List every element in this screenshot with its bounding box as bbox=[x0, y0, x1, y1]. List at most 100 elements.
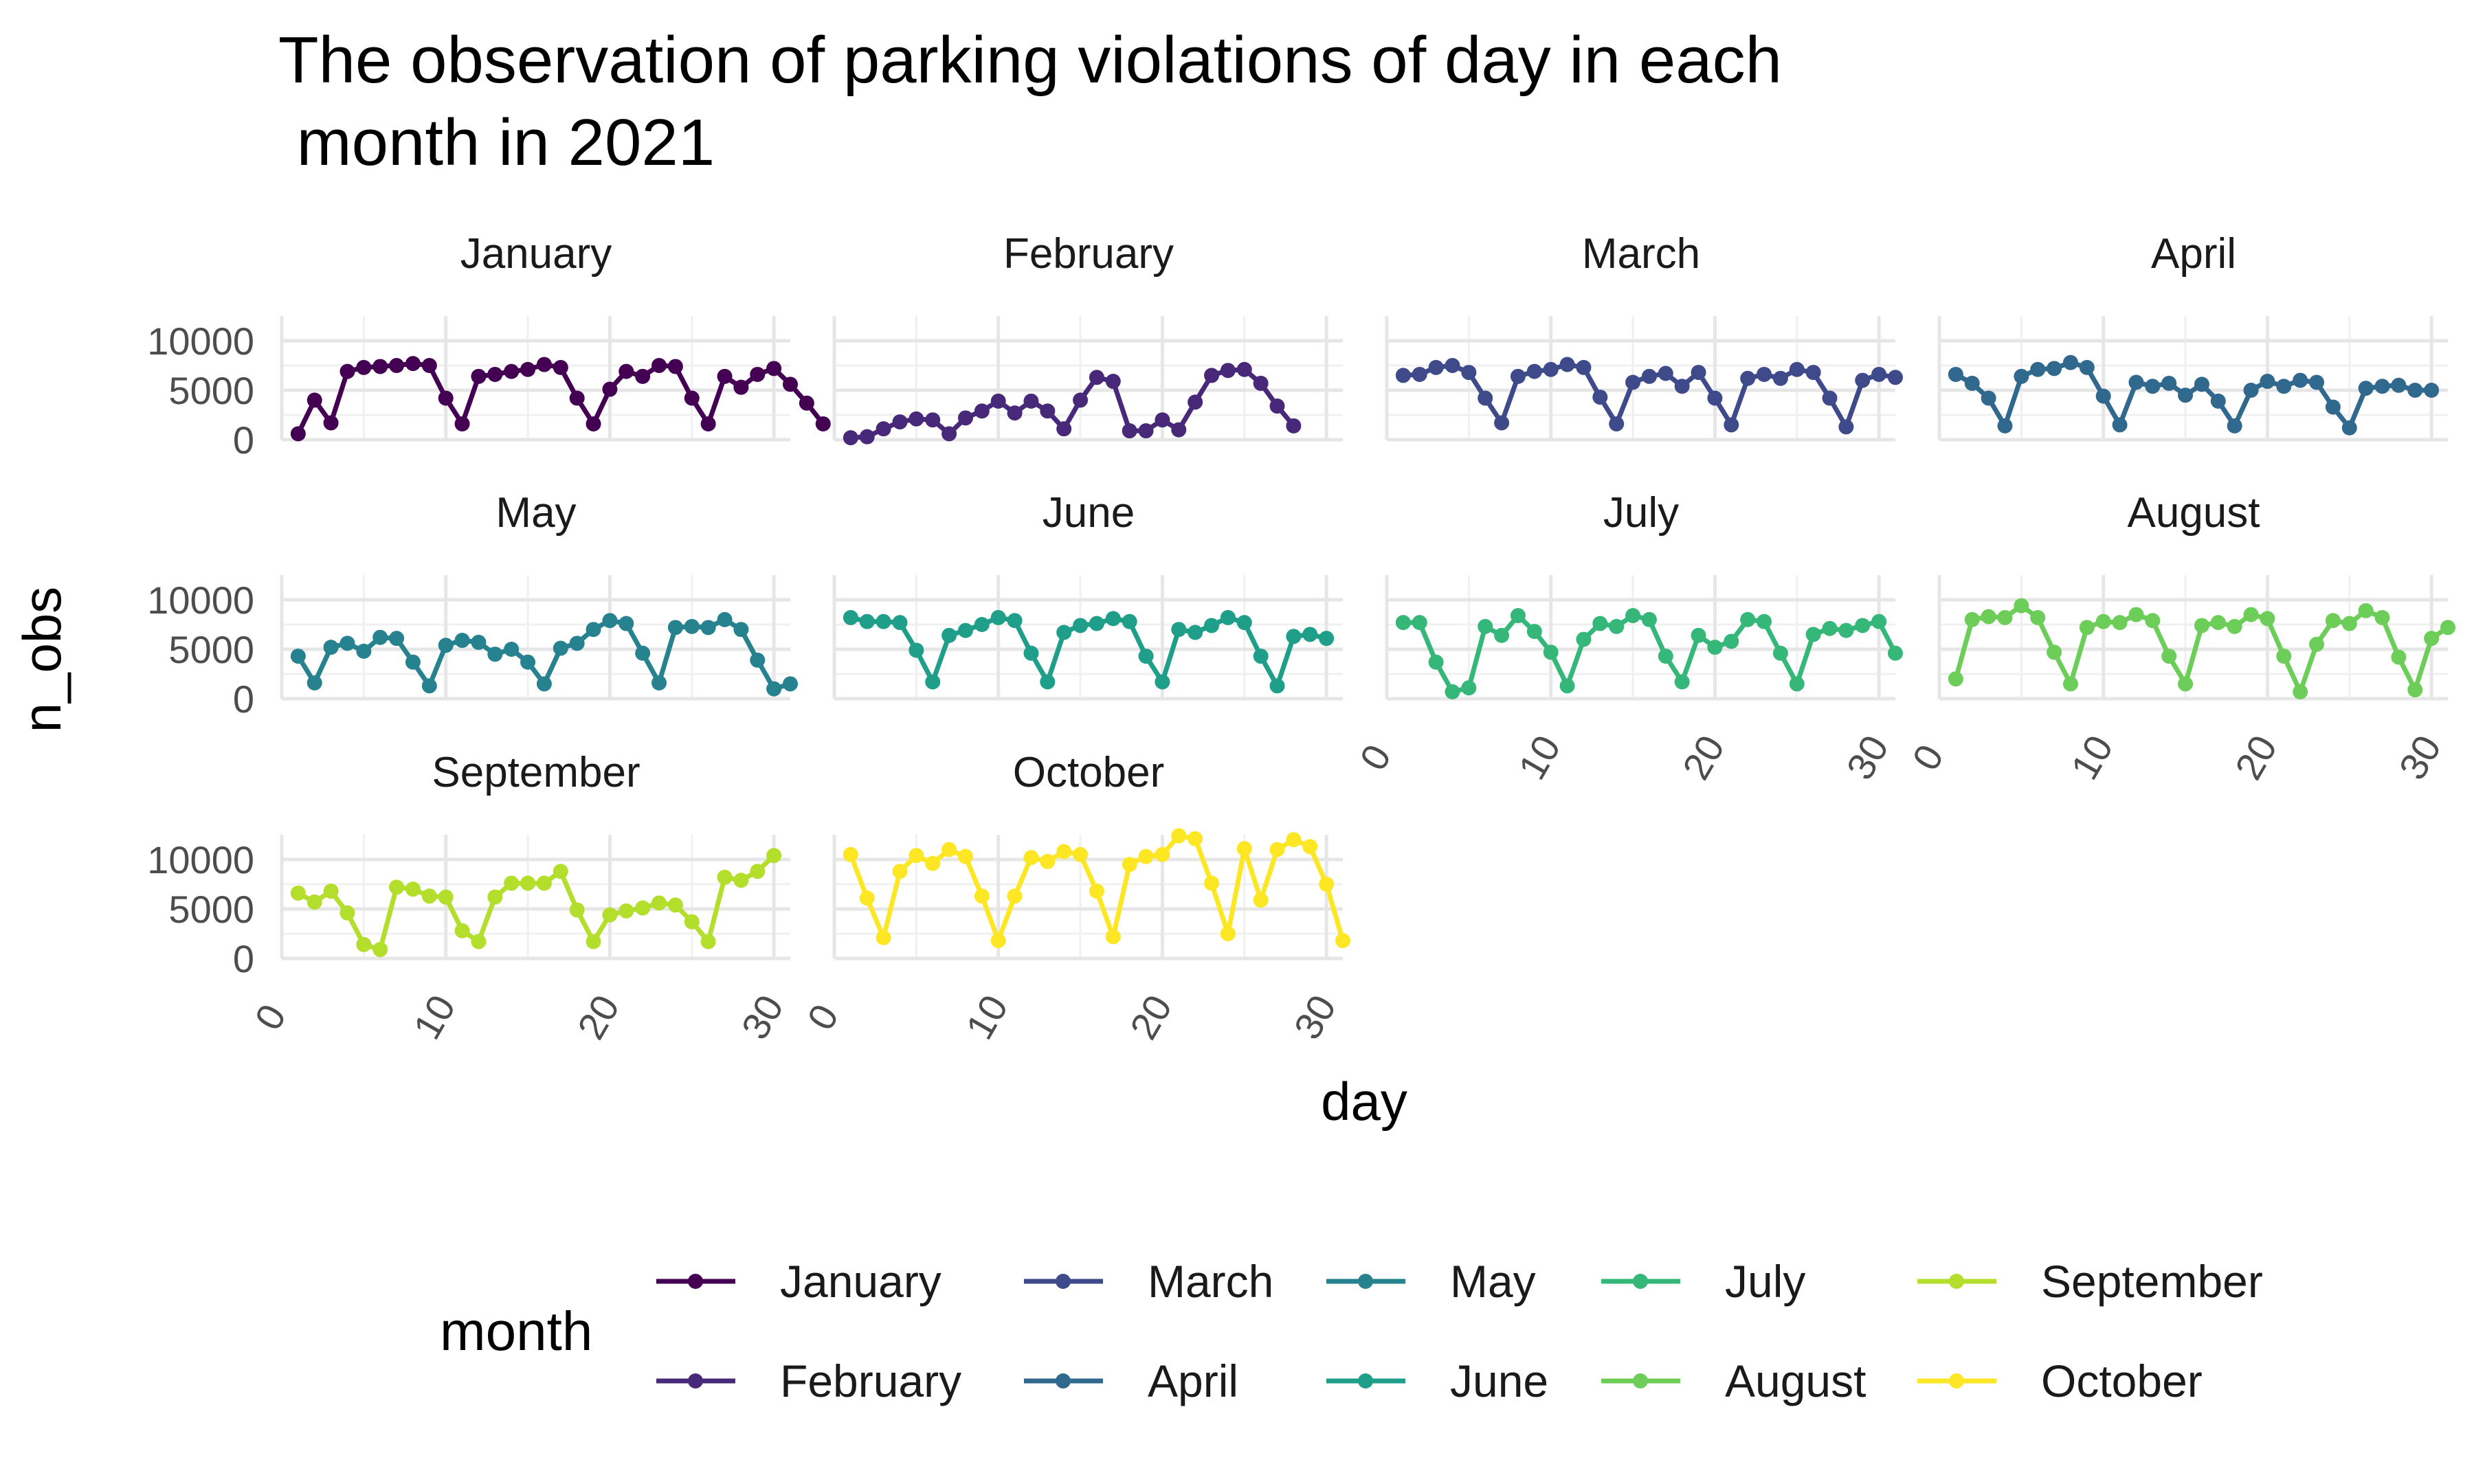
data-point bbox=[471, 368, 487, 384]
data-point bbox=[618, 363, 634, 379]
data-point bbox=[1674, 674, 1690, 690]
data-point bbox=[684, 618, 700, 634]
data-point bbox=[2161, 649, 2177, 664]
data-point bbox=[1789, 676, 1805, 692]
x-tick-label: 0 bbox=[799, 997, 847, 1037]
data-point bbox=[1122, 423, 1137, 439]
data-point bbox=[405, 881, 421, 897]
data-point bbox=[1286, 832, 1302, 848]
y-tick-label: 0 bbox=[233, 418, 254, 462]
data-point bbox=[1559, 357, 1575, 372]
data-point bbox=[1707, 640, 1723, 655]
data-point bbox=[717, 611, 733, 627]
data-point bbox=[2325, 399, 2341, 415]
data-point bbox=[1625, 608, 1641, 624]
facet-panel-may: May 0 5000 10000 bbox=[147, 489, 798, 721]
data-point bbox=[990, 393, 1006, 409]
data-point bbox=[421, 358, 437, 373]
data-point bbox=[2194, 376, 2209, 392]
data-point bbox=[750, 652, 766, 668]
data-point bbox=[1691, 365, 1706, 381]
data-point bbox=[1576, 631, 1592, 647]
facet-strip-label: January bbox=[460, 230, 612, 278]
data-point bbox=[957, 622, 973, 638]
data-point bbox=[520, 361, 536, 377]
legend-label: July bbox=[1725, 1256, 1805, 1307]
data-point bbox=[2440, 620, 2455, 636]
data-point bbox=[941, 627, 957, 643]
data-point bbox=[2276, 379, 2292, 394]
data-point bbox=[957, 410, 973, 426]
data-point bbox=[2293, 372, 2308, 388]
facet-strip-label: September bbox=[432, 749, 640, 796]
data-point bbox=[2227, 418, 2242, 434]
data-point bbox=[843, 609, 858, 625]
y-tick-label: 5000 bbox=[168, 369, 254, 412]
legend-item-august: August bbox=[1601, 1356, 1866, 1406]
data-point bbox=[389, 879, 405, 895]
data-point bbox=[1236, 615, 1252, 631]
facet-strip-label: July bbox=[1603, 489, 1679, 537]
x-tick-label: 30 bbox=[1285, 988, 1344, 1046]
data-point bbox=[454, 633, 470, 649]
data-point bbox=[2424, 631, 2440, 647]
legend-label: February bbox=[780, 1356, 961, 1406]
data-point bbox=[2341, 616, 2357, 631]
data-point bbox=[2260, 611, 2275, 627]
legend-key-point bbox=[688, 1373, 703, 1389]
data-point bbox=[1395, 615, 1411, 631]
data-point bbox=[1997, 609, 2013, 625]
data-point bbox=[1204, 618, 1220, 633]
data-point bbox=[1302, 839, 1318, 855]
x-tick-label: 0 bbox=[1904, 737, 1952, 777]
data-point bbox=[1056, 844, 1072, 859]
facet-strip-label: June bbox=[1043, 489, 1135, 537]
data-point bbox=[389, 631, 405, 647]
data-point bbox=[487, 889, 503, 905]
data-point bbox=[843, 846, 858, 862]
data-point bbox=[1543, 644, 1559, 660]
data-point bbox=[2112, 417, 2128, 433]
data-point bbox=[586, 416, 601, 431]
data-point bbox=[1236, 361, 1252, 377]
data-point bbox=[700, 620, 716, 636]
data-point bbox=[1171, 422, 1187, 438]
legend-key-point bbox=[1056, 1274, 1071, 1289]
data-point bbox=[1188, 625, 1203, 640]
data-point bbox=[2014, 368, 2029, 384]
data-point bbox=[454, 923, 470, 938]
data-point bbox=[389, 358, 405, 373]
data-point bbox=[1871, 366, 1887, 382]
data-point bbox=[1691, 627, 1706, 643]
data-point bbox=[1319, 631, 1335, 647]
data-point bbox=[602, 907, 618, 923]
facet-strip-label: April bbox=[2151, 230, 2236, 278]
data-point bbox=[372, 359, 388, 374]
data-point bbox=[1138, 423, 1154, 439]
data-point bbox=[323, 415, 339, 431]
legend-key-point bbox=[1633, 1373, 1648, 1389]
data-point bbox=[1543, 361, 1559, 377]
data-point bbox=[2194, 618, 2209, 633]
data-point bbox=[684, 914, 700, 930]
legend-item-february: February bbox=[656, 1356, 961, 1406]
legend-item-september: September bbox=[1917, 1256, 2263, 1307]
data-point bbox=[1023, 393, 1039, 409]
legend-item-july: July bbox=[1601, 1256, 1805, 1307]
y-tick-label: 0 bbox=[233, 937, 254, 980]
data-point bbox=[339, 636, 355, 651]
data-point bbox=[1772, 645, 1788, 661]
data-point bbox=[356, 936, 372, 952]
y-tick-label: 0 bbox=[233, 677, 254, 721]
data-point bbox=[2407, 682, 2423, 698]
data-point bbox=[1105, 611, 1121, 627]
data-point bbox=[892, 615, 908, 631]
facet-strip-label: March bbox=[1582, 230, 1700, 278]
x-tick-label: 10 bbox=[2062, 728, 2121, 787]
data-point bbox=[783, 376, 798, 392]
facet-strip-label: February bbox=[1003, 230, 1174, 278]
data-point bbox=[569, 902, 585, 918]
data-point bbox=[2062, 355, 2078, 370]
data-point bbox=[990, 933, 1006, 949]
data-point bbox=[536, 676, 552, 692]
